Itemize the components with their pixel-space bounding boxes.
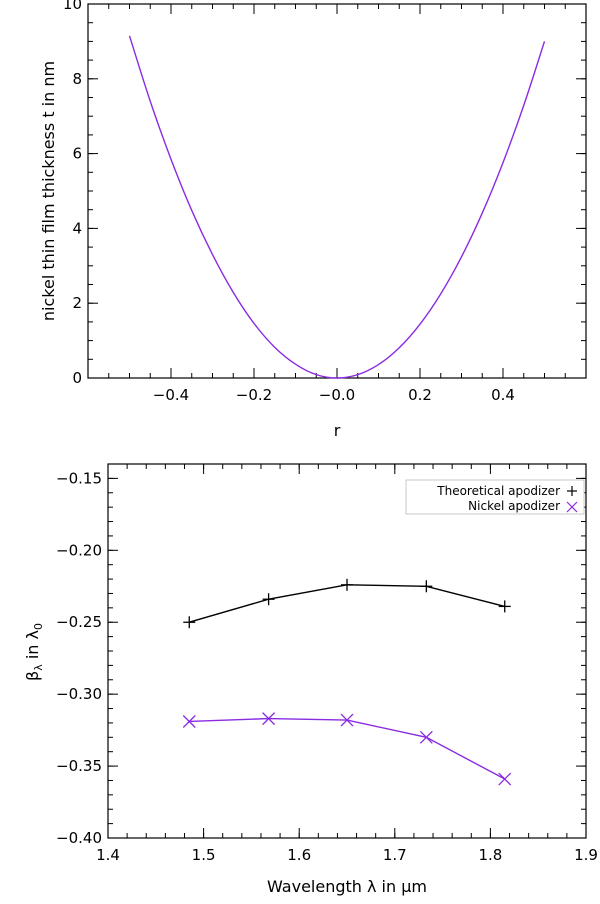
x-tick-label: 0.2 bbox=[408, 386, 432, 404]
y-tick-label: −0.30 bbox=[56, 685, 102, 703]
x-tick-label: −0.0 bbox=[319, 386, 355, 404]
x-tick-label: 1.7 bbox=[383, 846, 407, 864]
chart-beta-vs-wavelength: 1.4 1.5 1.6 1.7 1.8 1.9 −0.40−0.35−0.30−0.25−… bbox=[23, 463, 598, 896]
y-label-beta: β bbox=[23, 671, 42, 681]
y-tick-label: −0.25 bbox=[56, 613, 102, 631]
legend-label-theoretical: Theoretical apodizer bbox=[436, 484, 560, 498]
y-tick-label: 8 bbox=[72, 70, 82, 88]
legend: Theoretical apodizer Nickel apodizer bbox=[405, 479, 585, 515]
x-tick-label: −0.4 bbox=[153, 386, 189, 404]
plus-marker bbox=[262, 593, 275, 606]
y-label-sub-lambda: λ bbox=[32, 664, 45, 671]
y-axis-label: βλ in λ0 bbox=[23, 623, 45, 681]
y-tick-label: 10 bbox=[63, 0, 82, 13]
legend-box bbox=[405, 479, 585, 515]
x-tick-label: 1.8 bbox=[478, 846, 502, 864]
cross-marker bbox=[340, 713, 354, 727]
cross-marker bbox=[498, 772, 512, 786]
cross-marker bbox=[419, 730, 433, 744]
x-axis-label: r bbox=[334, 421, 341, 440]
legend-label-nickel: Nickel apodizer bbox=[468, 499, 560, 513]
y-tick-label: 4 bbox=[72, 219, 82, 237]
series-line-1 bbox=[189, 717, 506, 780]
plus-marker bbox=[420, 580, 433, 593]
x-axis: 1.4 1.5 1.6 1.7 1.8 1.9 bbox=[96, 464, 598, 864]
x-axis-label: Wavelength λ in μm bbox=[267, 877, 427, 896]
x-tick-label: 1.4 bbox=[96, 846, 120, 864]
plot-frame bbox=[87, 3, 587, 379]
y-axis: 0 2 4 6 8 10 bbox=[63, 0, 586, 387]
y-tick-label: −0.15 bbox=[56, 469, 102, 487]
x-axis: −0.4 −0.2 −0.0 0.2 0.4 bbox=[87, 4, 587, 404]
y-label-sub-zero: 0 bbox=[32, 623, 45, 630]
y-tick-label: 2 bbox=[72, 294, 82, 312]
series-line-0 bbox=[128, 35, 546, 379]
plot-frame bbox=[107, 463, 587, 839]
x-tick-label: 1.9 bbox=[574, 846, 598, 864]
x-tick-label: 0.4 bbox=[491, 386, 515, 404]
y-axis-label: nickel thin film thickness t in nm bbox=[39, 61, 58, 321]
plus-marker bbox=[498, 600, 511, 613]
legend-marker-cross bbox=[566, 501, 578, 513]
plus-marker bbox=[341, 578, 353, 591]
y-tick-label: −0.20 bbox=[56, 541, 102, 559]
x-tick-label: −0.2 bbox=[236, 386, 272, 404]
cross-marker bbox=[262, 712, 276, 726]
legend-marker-plus bbox=[567, 486, 577, 496]
y-tick-label: 0 bbox=[72, 369, 82, 387]
series-layer bbox=[182, 578, 512, 786]
y-tick-label: 6 bbox=[72, 145, 82, 163]
y-tick-label: −0.35 bbox=[56, 757, 102, 775]
chart-thickness-profile: −0.4 −0.2 −0.0 0.2 0.4 0 2 4 6 8 10 r nickel thin… bbox=[39, 0, 587, 440]
x-tick-label: 1.5 bbox=[192, 846, 216, 864]
series-layer bbox=[128, 35, 546, 379]
cross-marker bbox=[182, 715, 196, 728]
y-label-in-lambda: in λ bbox=[23, 630, 42, 664]
plus-marker bbox=[183, 616, 196, 629]
x-tick-label: 1.6 bbox=[287, 846, 311, 864]
y-axis: −0.40 −0.35 −0.30 −0.25 −0.20 −0.15 bbox=[56, 463, 586, 847]
y-tick-label: −0.40 bbox=[56, 829, 102, 847]
